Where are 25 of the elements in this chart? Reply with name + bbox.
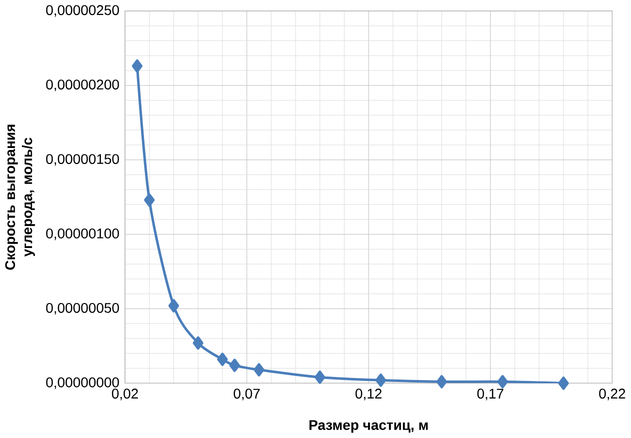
point: [168, 299, 180, 312]
point: [375, 374, 386, 387]
y-tick-label: 0,00000200: [46, 80, 119, 92]
point: [144, 193, 155, 207]
point: [497, 375, 508, 388]
point: [254, 363, 264, 377]
point: [436, 375, 448, 388]
y-tick-label: 0,00000250: [46, 5, 119, 17]
point: [132, 59, 143, 73]
x-tick-label: 0,12: [356, 388, 382, 400]
y-tick-label: 0,00000150: [46, 154, 119, 166]
point: [229, 358, 240, 372]
y-axis-title: Скорость выгорания углерода, моль/с: [5, 124, 35, 270]
x-tick-label: 0,17: [477, 388, 504, 400]
x-axis-title: Размер частиц, м: [309, 420, 428, 433]
y-tick-label: 0,00000100: [46, 228, 119, 240]
point: [217, 352, 228, 366]
y-tick-label: 0,00000050: [46, 302, 119, 315]
point: [558, 376, 569, 390]
point: [192, 336, 204, 350]
x-tick-label: 0,07: [234, 388, 260, 400]
x-tick-label: 0,22: [599, 388, 626, 400]
x-tick-label: 0,02: [112, 388, 138, 400]
point: [314, 370, 326, 384]
y-tick-label: 0,00000000: [46, 377, 119, 389]
